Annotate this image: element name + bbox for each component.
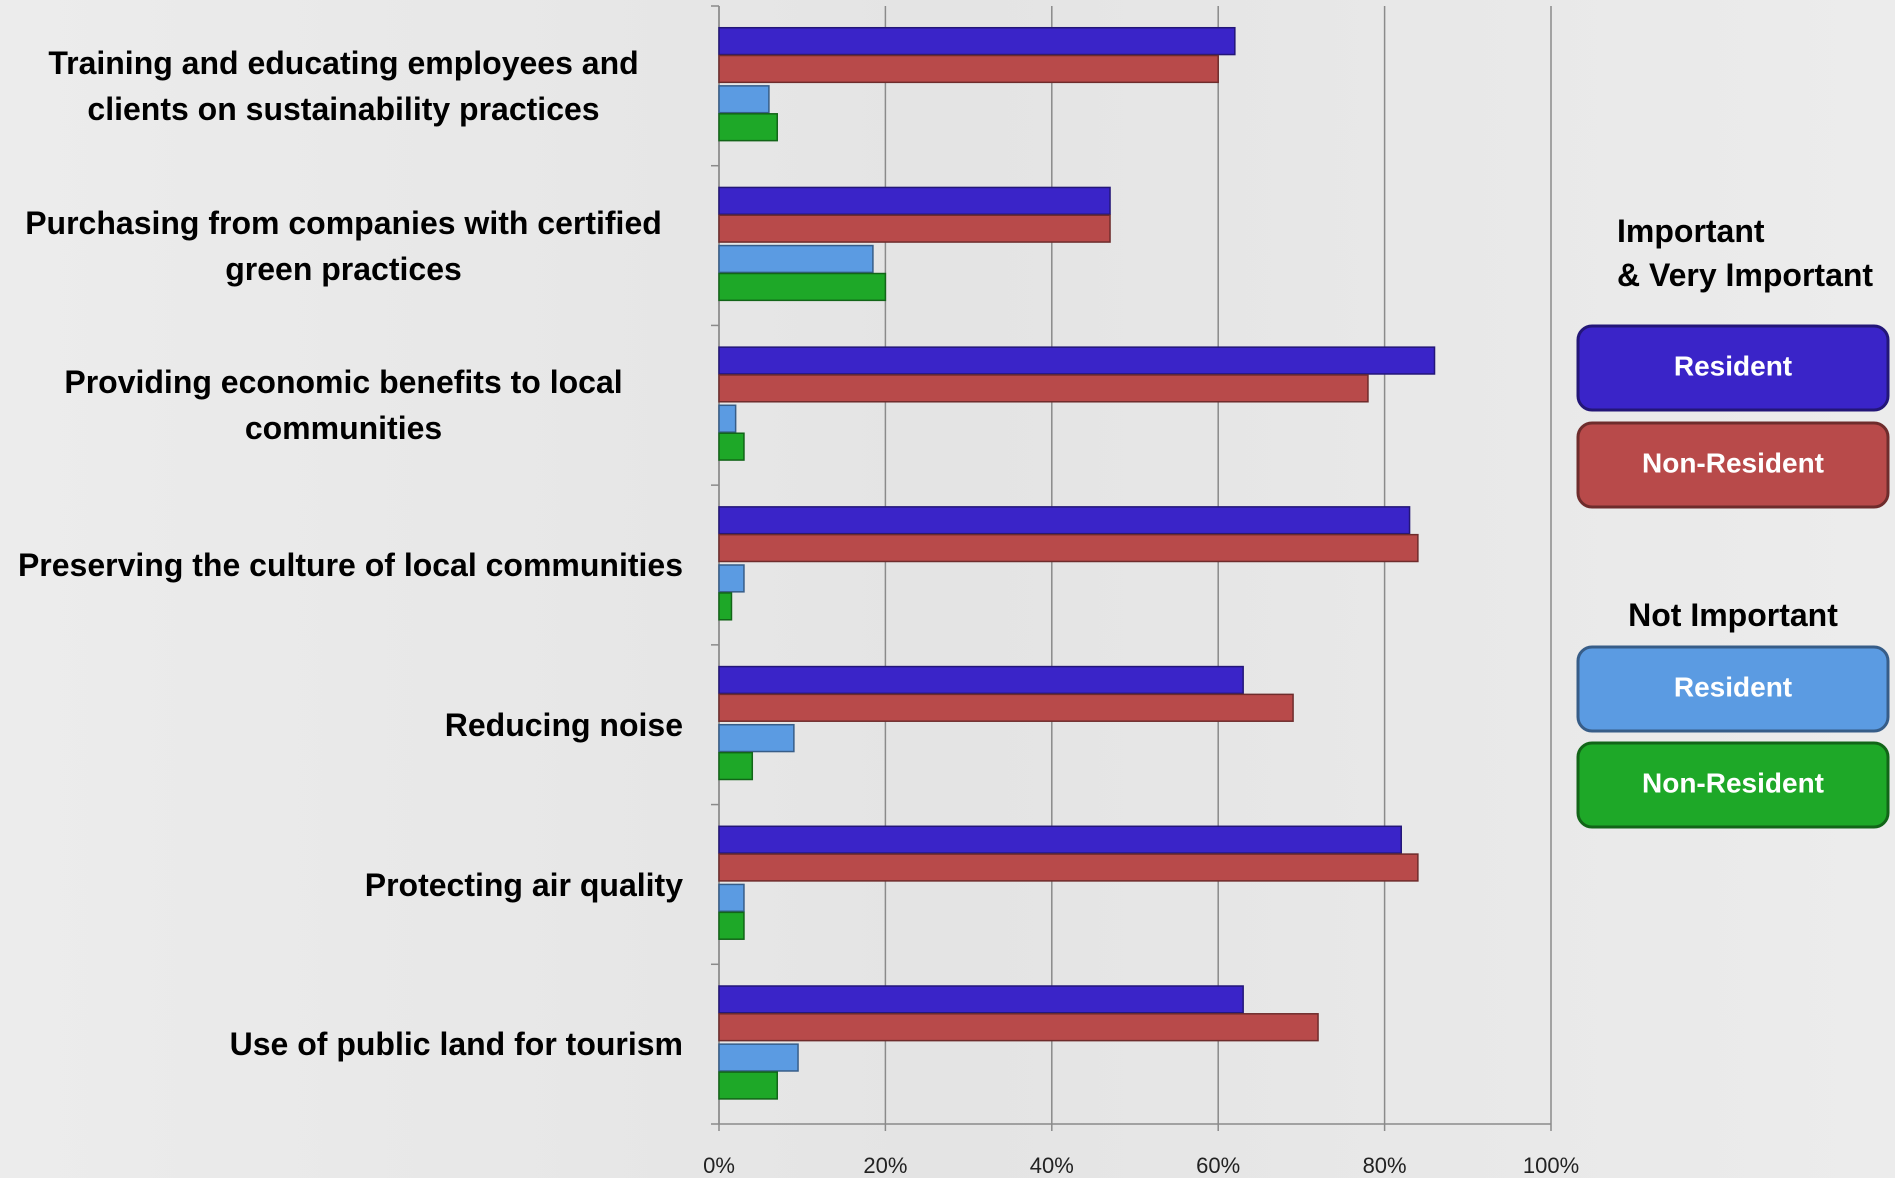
y-tick-label: Providing economic benefits to local com… — [64, 364, 623, 447]
bar — [718, 985, 1244, 1014]
bar — [718, 825, 1402, 854]
legend-label: Resident — [1674, 671, 1792, 702]
legend-swatch — [1576, 324, 1890, 412]
bar — [718, 883, 745, 913]
bar — [718, 853, 1419, 882]
legend-swatch — [1576, 421, 1890, 509]
x-tick-label: 40% — [1030, 1153, 1074, 1178]
x-tick-label: 80% — [1363, 1153, 1407, 1178]
bar — [718, 533, 1419, 563]
y-tick-label: Preserving the culture of local communit… — [17, 547, 683, 584]
bar — [718, 404, 737, 433]
y-tick-label: Protecting air quality — [364, 866, 683, 903]
bar — [718, 592, 733, 621]
category-label-box: Providing economic benefits to local com… — [4, 325, 683, 485]
bar — [718, 751, 754, 781]
bar — [718, 374, 1369, 403]
legend-title-line: Not Important — [1628, 597, 1838, 633]
bar — [718, 506, 1411, 535]
y-tick-label: Reducing noise — [444, 706, 683, 743]
legend-swatch — [1576, 645, 1890, 733]
bar — [718, 911, 745, 940]
bar — [718, 272, 887, 302]
legend-label: Non-Resident — [1642, 767, 1824, 798]
bar — [718, 85, 770, 114]
x-tick-label: 0% — [703, 1153, 735, 1178]
category-label-box: Use of public land for tourism — [4, 964, 683, 1124]
bar — [718, 693, 1294, 722]
bar — [718, 113, 778, 142]
y-tick-label: Training and educating employees and cli… — [48, 45, 639, 127]
bar — [718, 432, 745, 461]
bar — [718, 665, 1244, 695]
x-tick-label: 100% — [1523, 1153, 1579, 1178]
bar — [718, 1013, 1319, 1042]
bar — [718, 723, 795, 753]
bar — [718, 186, 1111, 216]
legend-label: Non-Resident — [1642, 447, 1824, 478]
legend-title: Important & Very Important — [1617, 213, 1873, 293]
bar — [718, 1043, 799, 1072]
bar — [718, 54, 1219, 84]
category-label-box: Protecting air quality — [4, 805, 683, 965]
category-label-box: Reducing noise — [4, 645, 683, 805]
x-tick-label: 20% — [863, 1153, 907, 1178]
bar — [718, 346, 1436, 375]
bar — [718, 214, 1111, 243]
bar — [718, 1071, 778, 1100]
legend-swatch — [1576, 741, 1890, 829]
y-tick-label: Use of public land for tourism — [229, 1026, 683, 1063]
category-label-box: Preserving the culture of local communit… — [4, 485, 683, 645]
legend-title-line: Important — [1617, 213, 1765, 249]
legend-title: Not Important — [1628, 597, 1838, 633]
y-tick-label: Purchasing from companies with certified… — [25, 204, 662, 287]
category-label-box: Training and educating employees and cli… — [4, 6, 683, 166]
bar — [718, 244, 874, 274]
category-label-box: Purchasing from companies with certified… — [4, 166, 683, 326]
legend-label: Resident — [1674, 350, 1792, 381]
bar — [718, 564, 745, 593]
x-tick-label: 60% — [1196, 1153, 1240, 1178]
bar — [718, 26, 1236, 56]
legend-title-line: & Very Important — [1617, 257, 1873, 293]
